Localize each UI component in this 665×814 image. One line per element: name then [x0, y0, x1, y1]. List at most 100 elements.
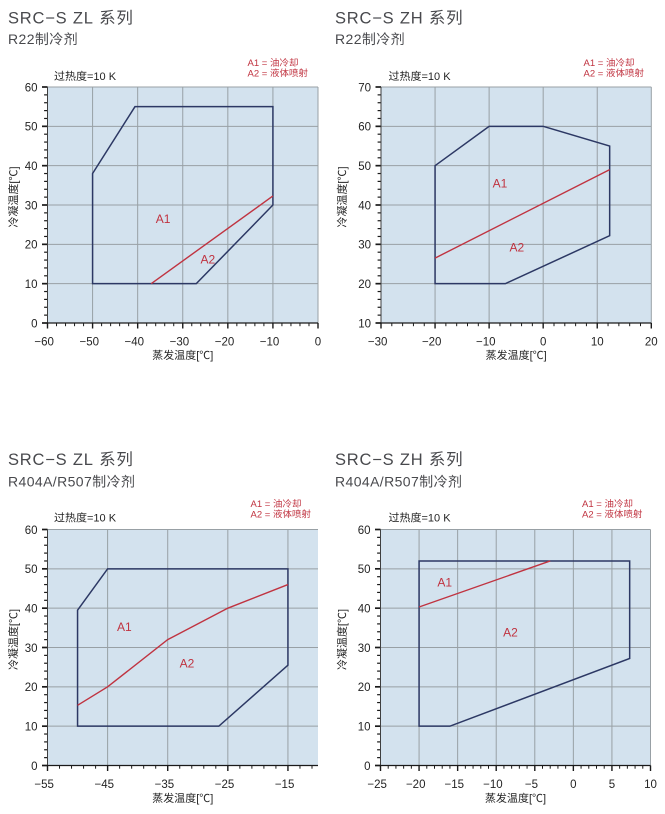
svg-text:0: 0 [315, 337, 321, 349]
svg-text:[: [ [530, 350, 533, 362]
svg-text:10: 10 [483, 337, 496, 349]
svg-text:30: 30 [375, 337, 388, 349]
svg-text:20: 20 [25, 682, 38, 694]
svg-text:[: [ [337, 180, 349, 183]
svg-text:−: − [34, 779, 41, 791]
svg-text:[: [ [196, 793, 199, 805]
svg-text:40: 40 [25, 161, 38, 173]
svg-text:A2 =: A2 = [248, 68, 268, 79]
svg-text:25: 25 [374, 779, 387, 791]
svg-text:20: 20 [429, 337, 442, 349]
svg-text:50: 50 [358, 161, 371, 173]
svg-text:−: − [367, 779, 374, 791]
svg-text:A2: A2 [503, 626, 518, 640]
svg-text:]: ] [544, 350, 547, 362]
svg-text:20: 20 [25, 240, 38, 252]
svg-text:60: 60 [25, 82, 38, 94]
svg-text:SRC−S ZH: SRC−S ZH [335, 451, 423, 469]
svg-text:30: 30 [358, 643, 371, 655]
svg-text:10: 10 [358, 721, 371, 733]
svg-text:R404A/R507: R404A/R507 [8, 474, 92, 490]
svg-text:20: 20 [358, 279, 371, 291]
svg-text:[: [ [337, 623, 349, 626]
svg-text:A2 =: A2 = [584, 68, 604, 79]
svg-text:A2: A2 [180, 656, 195, 670]
svg-text:]: ] [8, 609, 20, 612]
svg-text:15: 15 [282, 779, 295, 791]
svg-text:−: − [422, 337, 429, 349]
svg-text:40: 40 [131, 337, 144, 349]
svg-text:0: 0 [31, 318, 37, 330]
svg-text:A1 =: A1 = [251, 499, 271, 510]
svg-text:0: 0 [570, 779, 576, 791]
svg-text:5: 5 [609, 779, 615, 791]
svg-text:0: 0 [540, 337, 546, 349]
svg-text:30: 30 [176, 337, 189, 349]
svg-text:]: ] [337, 609, 349, 612]
svg-text:15: 15 [451, 779, 464, 791]
svg-text:60: 60 [358, 525, 371, 537]
svg-text:A1 =: A1 = [582, 499, 602, 510]
svg-text:−: − [445, 779, 452, 791]
svg-text:R22: R22 [8, 31, 35, 47]
svg-text:−: − [95, 779, 102, 791]
svg-text:]: ] [210, 793, 213, 805]
svg-text:A1 =: A1 = [248, 58, 268, 69]
svg-text:40: 40 [358, 603, 371, 615]
svg-text:[: [ [8, 180, 20, 183]
svg-text:60: 60 [41, 337, 54, 349]
svg-text:50: 50 [25, 122, 38, 134]
svg-text:]: ] [543, 793, 546, 805]
svg-text:30: 30 [25, 200, 38, 212]
svg-text:45: 45 [101, 779, 114, 791]
svg-text:[: [ [196, 350, 199, 362]
svg-text:=10 K: =10 K [422, 513, 452, 525]
svg-text:]: ] [210, 350, 213, 362]
svg-text:10: 10 [25, 721, 38, 733]
svg-text:−: − [79, 337, 86, 349]
svg-text:60: 60 [358, 122, 371, 134]
svg-text:20: 20 [413, 779, 426, 791]
svg-text:−: − [215, 337, 222, 349]
svg-text:=10 K: =10 K [87, 513, 117, 525]
svg-text:35: 35 [161, 779, 174, 791]
svg-text:5: 5 [532, 779, 538, 791]
svg-text:10: 10 [267, 337, 280, 349]
svg-text:−: − [368, 337, 375, 349]
svg-text:30: 30 [25, 643, 38, 655]
svg-text:−: − [215, 779, 222, 791]
svg-text:R404A/R507: R404A/R507 [335, 474, 419, 490]
svg-text:=10 K: =10 K [422, 71, 452, 83]
svg-text:−: − [525, 779, 532, 791]
svg-text:−: − [34, 337, 41, 349]
svg-text:−: − [155, 779, 162, 791]
svg-text:A1 =: A1 = [584, 58, 604, 69]
svg-text:0: 0 [364, 761, 370, 773]
svg-text:50: 50 [25, 564, 38, 576]
svg-text:A1: A1 [156, 212, 171, 226]
svg-text:−: − [483, 779, 490, 791]
svg-text:]: ] [8, 166, 20, 169]
svg-text:=10 K: =10 K [87, 71, 117, 83]
svg-text:40: 40 [25, 603, 38, 615]
svg-text:A1: A1 [437, 576, 452, 590]
svg-text:A1: A1 [493, 176, 508, 190]
svg-text:SRC−S ZL: SRC−S ZL [8, 451, 94, 469]
svg-text:−: − [125, 337, 132, 349]
svg-text:A2: A2 [201, 253, 216, 267]
svg-text:70: 70 [358, 82, 371, 94]
svg-text:−: − [476, 337, 483, 349]
svg-text:10: 10 [358, 318, 371, 330]
svg-text:50: 50 [86, 337, 99, 349]
svg-text:−: − [260, 337, 267, 349]
svg-text:0: 0 [31, 761, 37, 773]
svg-text:10: 10 [591, 337, 604, 349]
svg-text:55: 55 [41, 779, 54, 791]
svg-text:A1: A1 [117, 620, 132, 634]
svg-text:−: − [275, 779, 282, 791]
svg-text:A2 =: A2 = [251, 509, 271, 520]
svg-text:25: 25 [221, 779, 234, 791]
svg-text:−: − [170, 337, 177, 349]
svg-text:60: 60 [25, 525, 38, 537]
svg-text:10: 10 [644, 779, 657, 791]
